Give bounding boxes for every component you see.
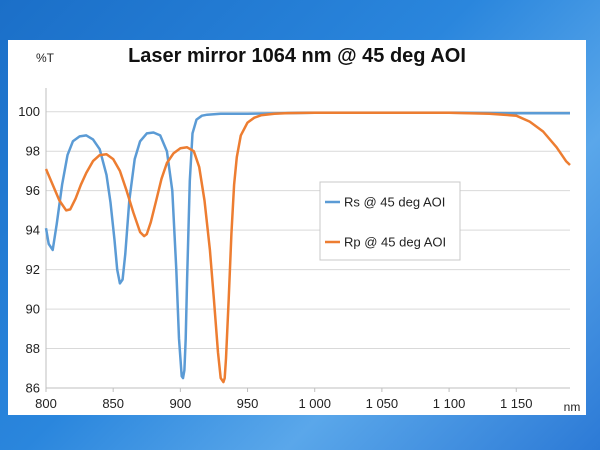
x-tick-label: 800 bbox=[35, 396, 57, 411]
legend-label-rp: Rp @ 45 deg AOI bbox=[344, 235, 446, 250]
plot-area bbox=[44, 111, 571, 384]
y-tick-label: 94 bbox=[26, 223, 40, 238]
x-tick-label: 950 bbox=[237, 396, 259, 411]
chart-card: Laser mirror 1064 nm @ 45 deg AOI %T nm … bbox=[8, 40, 586, 415]
y-axis-label: %T bbox=[36, 51, 55, 65]
y-tick-label: 96 bbox=[26, 183, 40, 198]
series-line-rp bbox=[44, 111, 571, 384]
x-tick-label: 1 000 bbox=[298, 396, 331, 411]
y-tick-label: 86 bbox=[26, 381, 40, 396]
x-tick-label: 1 100 bbox=[433, 396, 466, 411]
y-tick-label: 88 bbox=[26, 341, 40, 356]
series-line-rs bbox=[44, 111, 570, 380]
x-tick-label: 850 bbox=[102, 396, 124, 411]
y-tick-label: 100 bbox=[18, 104, 40, 119]
y-tick-label: 98 bbox=[26, 144, 40, 159]
x-axis-label: nm bbox=[564, 400, 581, 414]
y-tick-label: 90 bbox=[26, 302, 40, 317]
legend: Rs @ 45 deg AOI Rp @ 45 deg AOI bbox=[319, 181, 461, 261]
gridlines bbox=[45, 88, 570, 389]
y-tick-label: 92 bbox=[26, 262, 40, 277]
chart-title: Laser mirror 1064 nm @ 45 deg AOI bbox=[128, 45, 466, 67]
x-tick-label: 1 150 bbox=[500, 396, 533, 411]
x-tick-label: 1 050 bbox=[366, 396, 399, 411]
y-axis-ticks: 86 88 90 92 94 96 98 100 bbox=[18, 104, 40, 395]
legend-label-rs: Rs @ 45 deg AOI bbox=[344, 195, 445, 210]
legend-box bbox=[319, 181, 461, 261]
x-tick-label: 900 bbox=[170, 396, 192, 411]
x-axis-ticks: 800 850 900 950 1 000 1 050 1 100 1 150 bbox=[35, 388, 533, 411]
line-chart: Laser mirror 1064 nm @ 45 deg AOI %T nm … bbox=[18, 45, 581, 414]
